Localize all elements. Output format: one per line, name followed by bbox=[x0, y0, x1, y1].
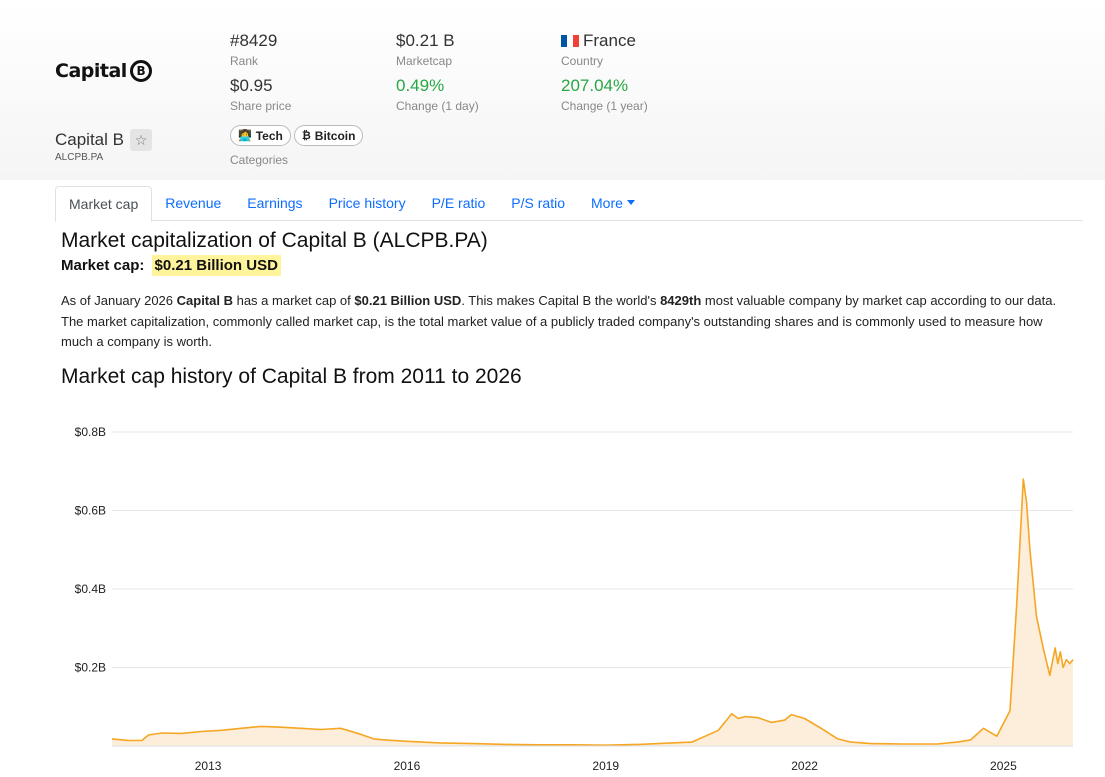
y-tick-label: $0.4B bbox=[75, 582, 106, 596]
x-tick-label: 2022 bbox=[791, 759, 818, 773]
stat-share-price: $0.95 Share price bbox=[230, 76, 291, 113]
x-tick-label: 2019 bbox=[592, 759, 619, 773]
x-tick-label: 2025 bbox=[990, 759, 1017, 773]
change-year-label: Change (1 year) bbox=[561, 99, 648, 113]
description-paragraph: As of January 2026 Capital B has a marke… bbox=[61, 291, 1061, 353]
logo-mark-icon: B bbox=[129, 60, 152, 82]
market-cap-highlight: $0.21 Billion USD bbox=[151, 255, 281, 276]
change-year-value: 207.04% bbox=[561, 76, 629, 95]
share-price-label: Share price bbox=[230, 99, 292, 113]
category-label: Tech bbox=[255, 128, 283, 143]
stat-rank: #8429 Rank bbox=[230, 31, 277, 68]
category-label: Bitcoin bbox=[314, 128, 356, 143]
metric-tabs: Market cap Revenue Earnings Price histor… bbox=[55, 186, 1083, 222]
share-price-value: $0.95 bbox=[230, 76, 273, 95]
category-badges: 👩‍💻 Tech ₿ Bitcoin bbox=[230, 125, 364, 146]
rank-value: #8429 bbox=[230, 31, 278, 50]
market-cap-label: Market cap: bbox=[61, 257, 145, 274]
technologist-icon: 👩‍💻 bbox=[238, 130, 252, 142]
marketcap-value: $0.21 B bbox=[396, 31, 455, 50]
x-tick-label: 2013 bbox=[195, 759, 222, 773]
market-cap-summary: Market cap: $0.21 Billion USD bbox=[61, 255, 281, 276]
series-area bbox=[112, 479, 1073, 746]
marketcap-label: Marketcap bbox=[396, 54, 453, 68]
rank-label: Rank bbox=[230, 54, 259, 68]
country-label: Country bbox=[561, 54, 604, 68]
chart-title: Market cap history of Capital B from 201… bbox=[61, 365, 522, 388]
ticker-symbol: ALCPB.PA bbox=[55, 152, 104, 163]
header-band bbox=[0, 0, 1105, 180]
y-tick-label: $0.2B bbox=[75, 661, 106, 675]
favorite-star-icon[interactable]: ☆ bbox=[129, 129, 152, 151]
logo-text: Capital bbox=[55, 60, 127, 82]
stat-change-year: 207.04% Change (1 year) bbox=[561, 76, 648, 113]
categories-label: Categories bbox=[230, 153, 289, 167]
para-bold-rank: 8429th bbox=[660, 293, 702, 308]
france-flag-icon bbox=[561, 35, 579, 47]
change-day-value: 0.49% bbox=[396, 76, 445, 95]
stat-country: France Country bbox=[561, 31, 636, 68]
tab-price-history[interactable]: Price history bbox=[328, 195, 406, 211]
change-day-label: Change (1 day) bbox=[396, 99, 479, 113]
company-name-row: Capital B ☆ bbox=[55, 129, 152, 151]
country-name: France bbox=[583, 31, 636, 50]
tab-more[interactable]: More bbox=[578, 186, 648, 221]
y-tick-label: $0.8B bbox=[75, 425, 106, 439]
tab-market-cap[interactable]: Market cap bbox=[55, 186, 153, 222]
tab-ps-ratio[interactable]: P/S ratio bbox=[511, 195, 565, 211]
country-value[interactable]: France bbox=[561, 31, 636, 51]
page-title: Market capitalization of Capital B (ALCP… bbox=[61, 229, 488, 252]
para-text: most valuable company by market cap acco… bbox=[61, 293, 1057, 349]
x-tick-label: 2016 bbox=[394, 759, 421, 773]
market-cap-chart[interactable]: $0.2B $0.4B $0.6B $0.8B 2013 2016 2019 2022 2025 bbox=[0, 400, 1105, 777]
stat-change-day: 0.49% Change (1 day) bbox=[396, 76, 479, 113]
bitcoin-icon: ₿ bbox=[301, 129, 311, 142]
para-text: . This makes Capital B the world's bbox=[461, 293, 661, 308]
para-bold-company: Capital B bbox=[176, 293, 233, 308]
para-text: As of January 2026 bbox=[61, 293, 177, 308]
tab-more-label: More bbox=[591, 195, 623, 211]
tab-revenue[interactable]: Revenue bbox=[165, 195, 222, 211]
para-text: has a market cap of bbox=[232, 293, 355, 308]
tab-earnings[interactable]: Earnings bbox=[247, 195, 303, 211]
company-name: Capital B bbox=[55, 130, 124, 149]
y-tick-label: $0.6B bbox=[75, 504, 106, 518]
stat-marketcap: $0.21 B Marketcap bbox=[396, 31, 455, 68]
caret-down-icon bbox=[626, 200, 635, 205]
series-line bbox=[111, 478, 1074, 747]
tab-pe-ratio[interactable]: P/E ratio bbox=[431, 195, 486, 211]
category-badge-bitcoin[interactable]: ₿ Bitcoin bbox=[293, 125, 364, 146]
category-badge-tech[interactable]: 👩‍💻 Tech bbox=[230, 125, 291, 146]
company-logo[interactable]: Capital B bbox=[55, 60, 152, 82]
para-bold-marketcap: $0.21 Billion USD bbox=[354, 293, 462, 308]
